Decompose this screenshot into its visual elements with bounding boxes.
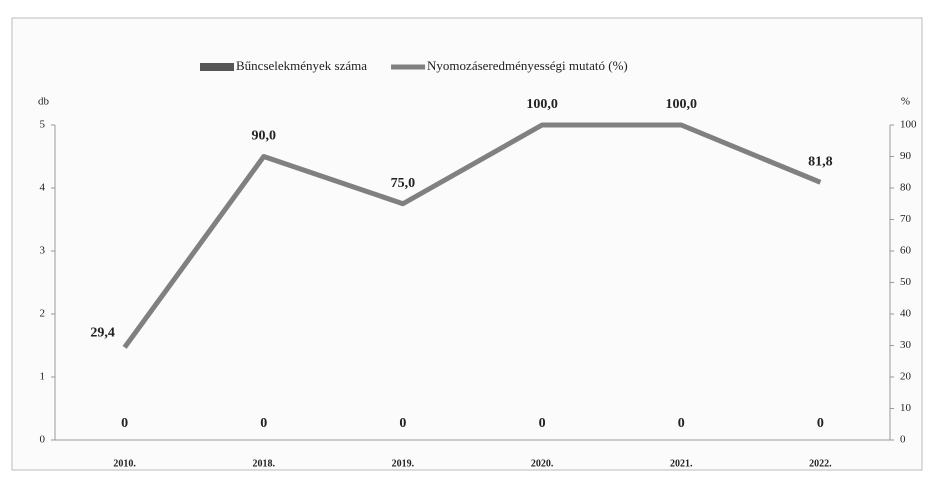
y2-tick-label: 30 (900, 339, 912, 351)
y2-tick-label: 80 (900, 182, 912, 194)
y-tick-label: 2 (40, 308, 46, 320)
line-value-label: 100,0 (666, 97, 698, 112)
bar-value-label: 0 (260, 416, 267, 431)
x-tick-label: 2021. (670, 458, 693, 469)
line-value-label: 29,4 (90, 326, 115, 341)
y-tick-label: 4 (40, 182, 46, 194)
x-tick-label: 2010. (113, 458, 136, 469)
bar-value-label: 0 (121, 416, 128, 431)
bar-value-label: 0 (817, 416, 824, 431)
line-value-label: 90,0 (252, 129, 277, 144)
y-tick-label: 5 (40, 119, 46, 131)
line (122, 122, 822, 349)
legend-label: Nyomozáseredményességi mutató (%) (427, 58, 628, 73)
y2-tick-label: 40 (900, 308, 912, 320)
y2-tick-label: 90 (900, 150, 912, 162)
y-tick-label: 0 (40, 434, 46, 446)
y2-tick-label: 20 (900, 371, 912, 383)
chart-frame (11, 17, 923, 471)
bar-value-label: 0 (678, 416, 685, 431)
legend-label: Bűncselekmények száma (236, 58, 367, 73)
y2-tick-label: 10 (900, 402, 912, 414)
bar-value-label: 0 (539, 416, 546, 431)
x-tick-label: 2020. (531, 458, 554, 469)
x-tick-label: 2019. (392, 458, 415, 469)
x-tick-label: 2022. (809, 458, 832, 469)
y-axis-label: db (38, 96, 50, 108)
y2-tick-label: 70 (900, 213, 912, 225)
y-tick-label: 1 (40, 371, 46, 383)
y2-tick-label: 50 (900, 276, 912, 288)
x-tick-label: 2018. (253, 458, 276, 469)
line-value-label: 81,8 (808, 155, 833, 170)
y2-tick-label: 100 (900, 119, 917, 131)
line-value-label: 100,0 (526, 97, 558, 112)
line-value-label: 75,0 (391, 176, 416, 191)
y2-tick-label: 60 (900, 245, 912, 257)
y-tick-label: 3 (40, 245, 46, 257)
bar-value-label: 0 (399, 416, 406, 431)
legend-swatch (200, 63, 234, 71)
y2-tick-label: 0 (900, 434, 906, 446)
y2-axis-label: % (901, 96, 910, 108)
